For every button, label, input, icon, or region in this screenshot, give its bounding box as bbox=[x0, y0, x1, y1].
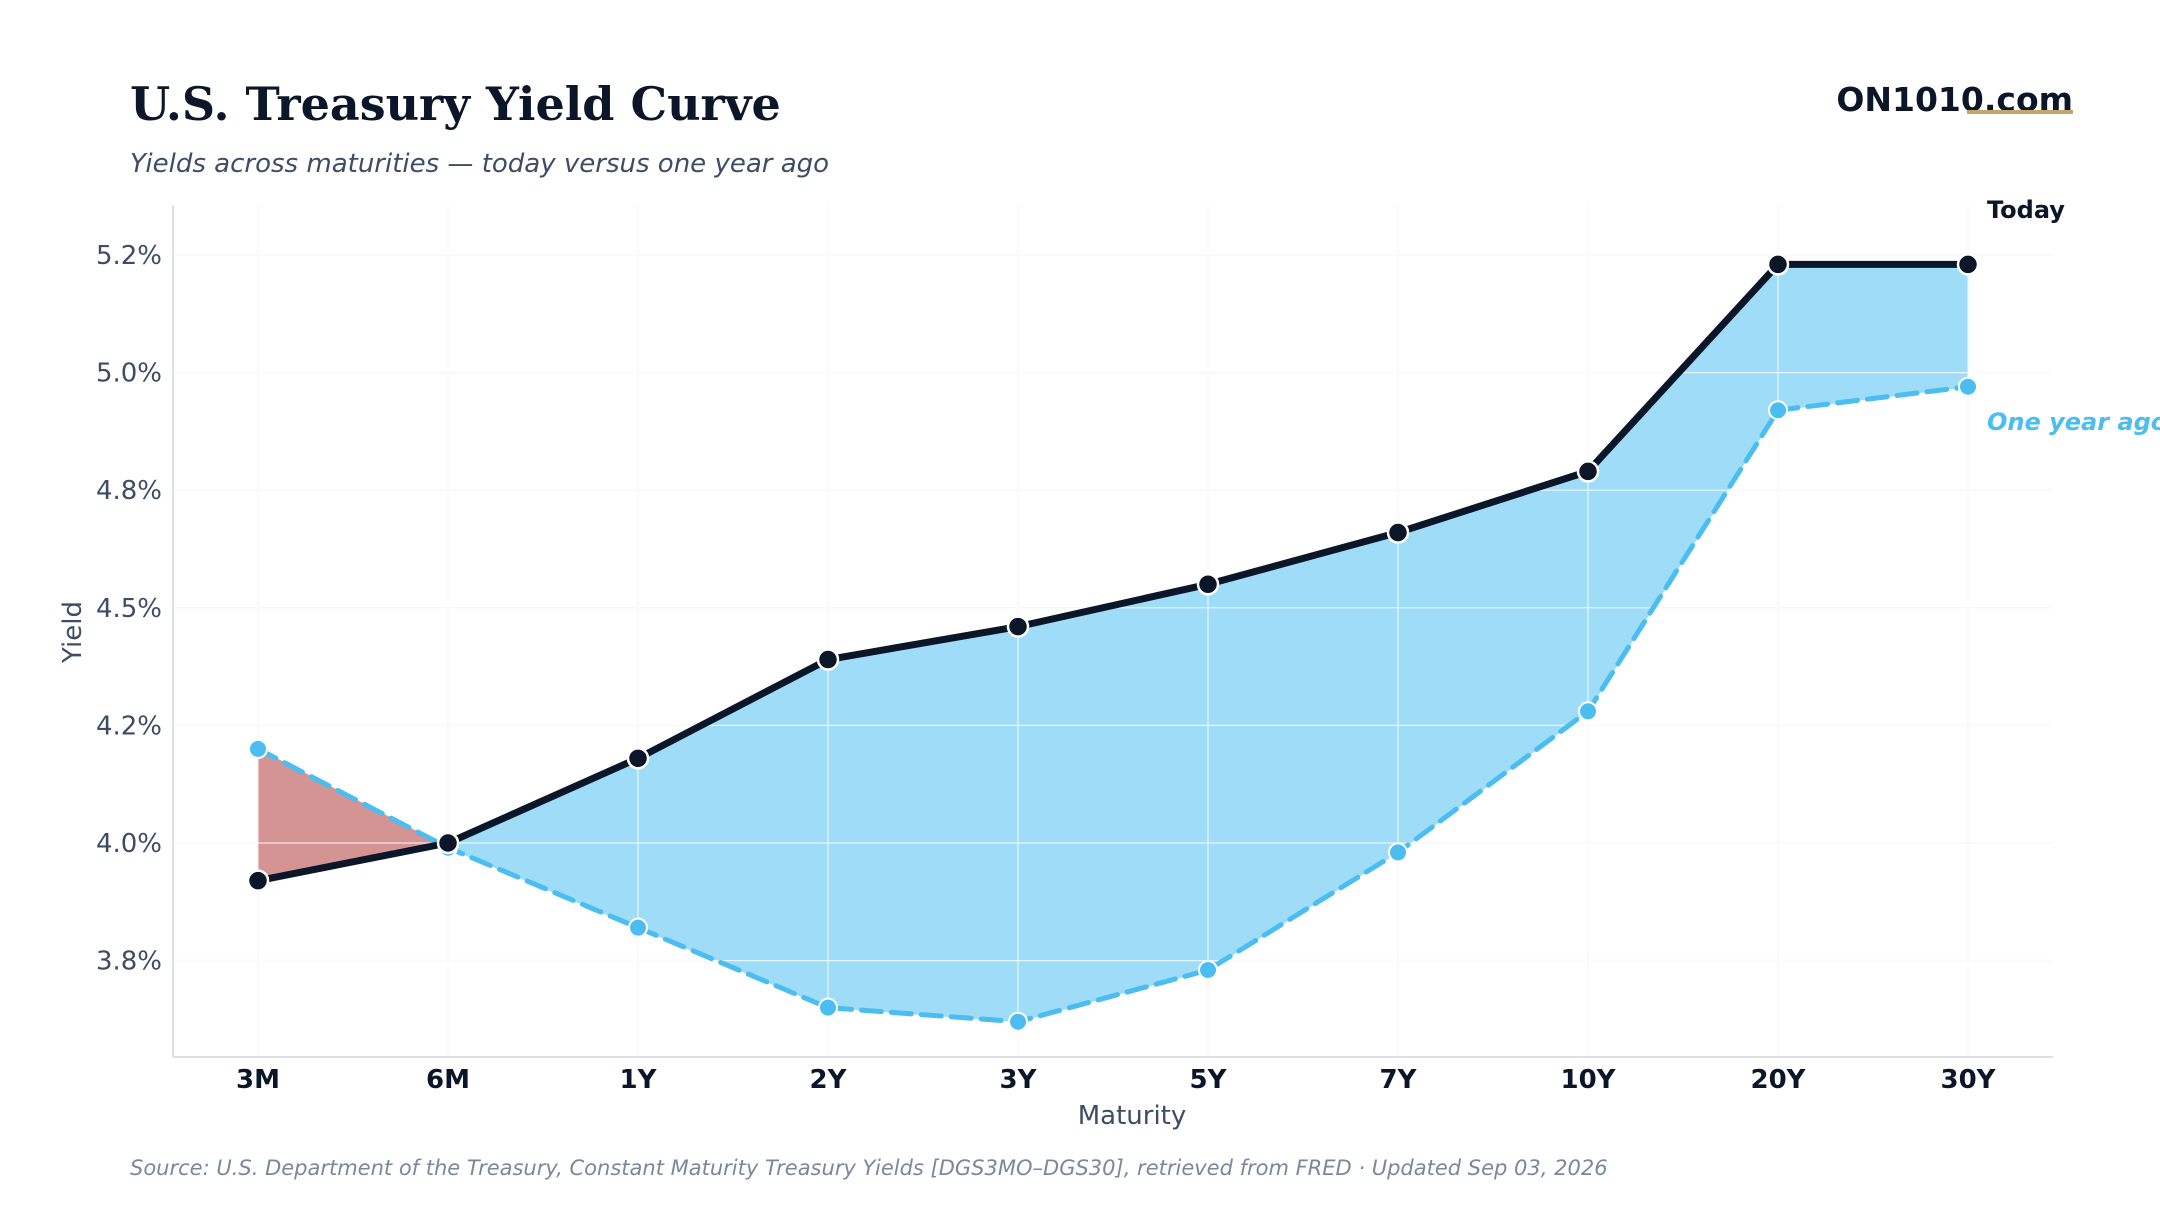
spread-fill-higher bbox=[1017, 583, 1209, 1023]
data-point-today bbox=[1386, 521, 1410, 544]
y-tick-label: 4.5% bbox=[96, 594, 162, 624]
data-point-one-year-ago bbox=[248, 738, 268, 759]
spread-fill-higher bbox=[1587, 263, 1779, 713]
series-line-one-year-ago bbox=[255, 384, 1971, 1025]
x-tick-label: 1Y bbox=[620, 1065, 658, 1095]
data-point-one-year-ago bbox=[818, 997, 838, 1018]
x-tick-label: 7Y bbox=[1380, 1065, 1418, 1095]
x-tick-label: 20Y bbox=[1750, 1065, 1806, 1095]
series-line-today bbox=[254, 260, 1972, 885]
series-label-today: Today bbox=[1987, 196, 2065, 224]
chart-title: U.S. Treasury Yield Curve bbox=[130, 77, 781, 131]
x-tick-label: 3Y bbox=[1000, 1065, 1038, 1095]
data-point-one-year-ago bbox=[1008, 1011, 1028, 1032]
x-axis-label: Maturity bbox=[1078, 1101, 1187, 1131]
data-point-today bbox=[1006, 615, 1030, 638]
x-tick-label: 5Y bbox=[1190, 1065, 1228, 1095]
data-point-today bbox=[1576, 460, 1600, 483]
chart-subtitle: Yields across maturities — today versus … bbox=[130, 149, 829, 179]
axes bbox=[172, 205, 2053, 1058]
data-point-today bbox=[626, 747, 650, 770]
data-point-today bbox=[246, 869, 270, 892]
y-tick-labels: 3.8% 4.0% 4.2% 4.5% 4.8% 5.0% 5.2% bbox=[96, 241, 162, 977]
x-tick-label: 3M bbox=[236, 1065, 280, 1095]
spread-fill-higher bbox=[1397, 470, 1589, 854]
data-point-one-year-ago bbox=[1958, 376, 1978, 397]
y-tick-label: 4.0% bbox=[96, 829, 162, 859]
data-point-today bbox=[1766, 253, 1790, 276]
series-points bbox=[246, 253, 1980, 1032]
data-point-today bbox=[436, 831, 460, 855]
series-lines bbox=[254, 260, 1972, 1025]
spread-fill bbox=[173, 205, 2053, 1057]
x-tick-label: 6M bbox=[426, 1065, 470, 1095]
y-tick-label: 4.8% bbox=[96, 476, 162, 506]
data-point-one-year-ago bbox=[1768, 400, 1788, 421]
data-point-one-year-ago bbox=[1198, 960, 1218, 981]
data-point-one-year-ago bbox=[1578, 701, 1598, 722]
y-tick-label: 5.2% bbox=[96, 241, 162, 271]
x-tick-label: 30Y bbox=[1940, 1065, 1996, 1095]
data-point-one-year-ago bbox=[628, 917, 648, 938]
x-tick-label: 2Y bbox=[810, 1065, 848, 1095]
spread-fill-higher bbox=[827, 626, 1019, 1023]
y-axis-label: Yield bbox=[58, 601, 88, 664]
source-note: Source: U.S. Department of the Treasury,… bbox=[130, 1156, 1608, 1180]
data-point-one-year-ago bbox=[1388, 842, 1408, 863]
data-point-today bbox=[816, 648, 840, 671]
x-tick-labels: 3M 6M 1Y 2Y 3Y 5Y 7Y 10Y 20Y 30Y bbox=[236, 1065, 1997, 1095]
y-tick-label: 4.2% bbox=[96, 711, 162, 741]
series-label-one-year-ago: One year ago bbox=[1987, 408, 2160, 436]
x-tick-label: 10Y bbox=[1560, 1065, 1616, 1095]
spread-fill-higher bbox=[1207, 531, 1399, 971]
data-point-today bbox=[1196, 573, 1220, 596]
data-point-today bbox=[1956, 253, 1980, 276]
y-tick-label: 5.0% bbox=[96, 359, 162, 389]
y-tick-label: 3.8% bbox=[96, 947, 162, 977]
